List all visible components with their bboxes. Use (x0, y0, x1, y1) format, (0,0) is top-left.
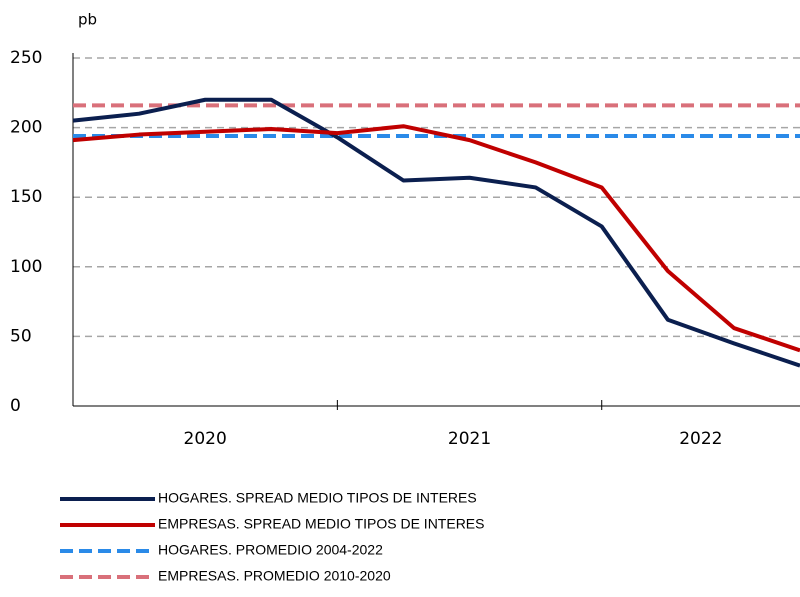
x-tick-label: 2021 (448, 429, 491, 449)
line-series (72, 124, 800, 353)
y-tick-label: 100 (10, 257, 42, 277)
legend-label: HOGARES. PROMEDIO 2004-2022 (158, 542, 383, 558)
legend-label: HOGARES. SPREAD MEDIO TIPOS DE INTERES (158, 490, 477, 506)
line-series (72, 97, 800, 368)
legend-label: EMPRESAS. SPREAD MEDIO TIPOS DE INTERES (158, 516, 484, 532)
y-tick-label: 200 (10, 118, 42, 138)
y-tick-label: 250 (10, 48, 42, 68)
y-unit: pb (78, 11, 97, 29)
legend-label: EMPRESAS. PROMEDIO 2010-2020 (158, 568, 391, 584)
y-tick-label: 50 (10, 326, 32, 346)
x-tick-label: 2020 (184, 429, 227, 449)
x-tick-label: 2022 (679, 429, 722, 449)
y-tick-label: 150 (10, 187, 42, 207)
y-tick-label: 0 (10, 396, 21, 416)
